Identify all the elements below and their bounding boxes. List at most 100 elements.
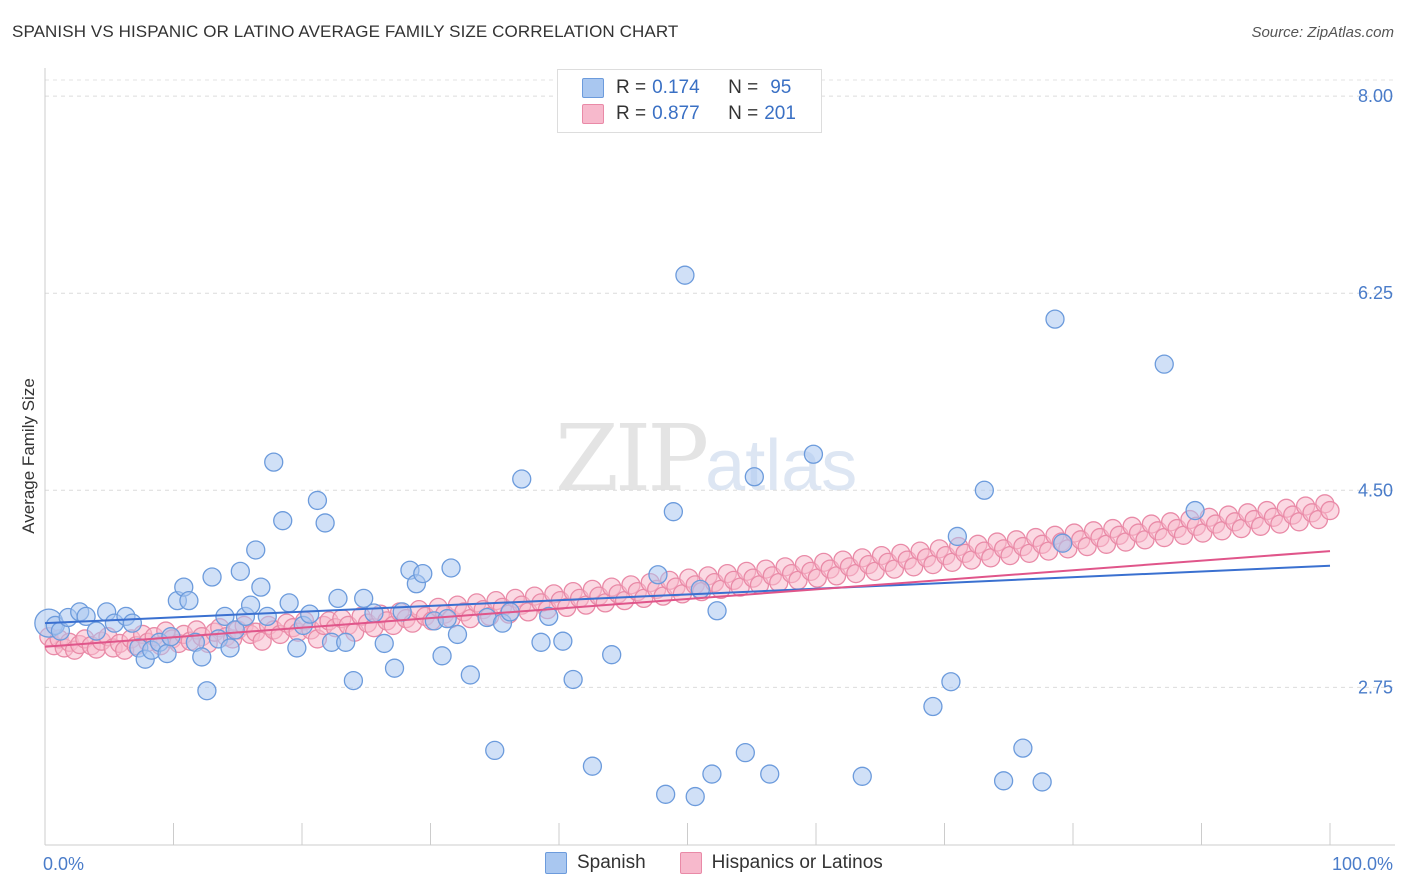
data-point [413,563,433,584]
data-point [441,558,461,578]
data-point [279,593,299,613]
data-point [1320,500,1340,521]
legend-n-label: N = [728,77,759,98]
legend-r-value: 0.877 [652,103,700,124]
legend-swatch-spanish [582,78,604,98]
data-point [230,561,250,582]
trend-lines [44,550,1331,648]
legend-item-hispanic[interactable]: Hispanics or Latinos [679,852,883,874]
data-point [447,624,468,645]
legend-r-value: 0.174 [652,77,700,98]
data-point [220,638,240,658]
data-point [251,577,271,597]
trend-line [44,564,1331,625]
data-point [328,588,348,609]
axes [44,68,1395,846]
legend-row-hispanic: R = 0.877 N = 201 [582,102,818,126]
data-point [122,613,143,633]
data-point [202,567,222,587]
x-tick-label: 100.0% [1332,854,1393,874]
data-point [675,265,695,285]
data-point [760,764,780,784]
data-point [947,526,967,547]
data-point [343,670,364,691]
y-axis-title: Average Family Size [19,378,38,534]
data-point [225,620,245,640]
legend-n-value: 95 [770,77,792,98]
data-point [539,606,559,627]
y-tick-label: 8.00 [1358,86,1393,106]
legend-swatch-hispanic [679,852,702,874]
watermark-zip: ZIP [555,405,709,512]
legend-swatch-spanish [545,852,567,874]
data-point [1032,772,1052,792]
data-point [287,638,307,658]
data-point [702,764,722,784]
watermark-atlas: atlas [705,426,858,506]
data-point [852,766,872,786]
data-point [563,669,583,690]
tick-labels: 2.75 4.50 6.25 8.00 0.0% 100.0% Average Family… [19,86,1393,874]
data-point [197,681,217,701]
series-group [34,265,1340,807]
data-point [1185,500,1205,521]
data-point [364,603,384,623]
data-point [512,469,532,489]
data-point [1045,309,1065,329]
y-tick-label: 4.50 [1358,480,1393,500]
chart-title: SPANISH VS HISPANIC OR LATINO AVERAGE FA… [12,22,679,41]
data-point [157,643,177,664]
data-point [179,590,199,611]
data-point [974,480,994,500]
legend-label-spanish: Spanish [577,852,646,873]
data-point [336,632,356,652]
correlation-legend: R = 0.174 N = 95 R = 0.877 N = 201 [557,69,822,133]
legend-item-spanish[interactable]: Spanish [545,852,646,874]
data-point [1013,738,1033,758]
data-point [485,740,505,761]
data-point [582,756,603,776]
data-point [354,588,374,609]
series-spanish [34,265,1205,807]
data-point [602,645,622,665]
data-point [685,786,705,807]
data-point [257,606,277,627]
y-tick-label: 2.75 [1358,677,1393,697]
legend-r-label: R = [616,103,647,124]
data-point [648,565,668,585]
trend-line [44,550,1331,648]
data-point [993,771,1014,791]
series-legend: Spanish Hispanics or Latinos [545,852,917,874]
data-point [384,658,405,678]
data-point [307,490,328,511]
data-point [240,595,261,615]
data-point [437,609,457,629]
data-point [663,502,684,522]
legend-n-label: N = [728,103,759,124]
data-point [941,672,961,692]
data-point [315,513,335,533]
data-point [707,601,727,621]
data-point [86,621,107,641]
legend-r-label: R = [616,77,647,98]
data-point [264,452,284,472]
source-label: Source: ZipAtlas.com [1251,24,1394,41]
x-tick-label: 0.0% [43,854,84,874]
data-point [1053,533,1073,553]
data-point [374,633,394,654]
y-tick-label: 6.25 [1358,283,1393,303]
data-point [300,604,320,624]
legend-n-value: 201 [764,103,796,124]
legend-row-spanish: R = 0.174 N = 95 [582,76,813,100]
watermark: ZIPatlas [555,405,857,512]
data-point [460,665,480,685]
legend-label-hispanic: Hispanics or Latinos [711,852,883,873]
data-point [246,540,266,560]
data-point [744,467,764,487]
data-point [392,602,412,622]
data-point [923,696,943,717]
legend-swatch-hispanic [582,104,604,124]
data-point [531,632,551,652]
data-point [192,647,212,667]
